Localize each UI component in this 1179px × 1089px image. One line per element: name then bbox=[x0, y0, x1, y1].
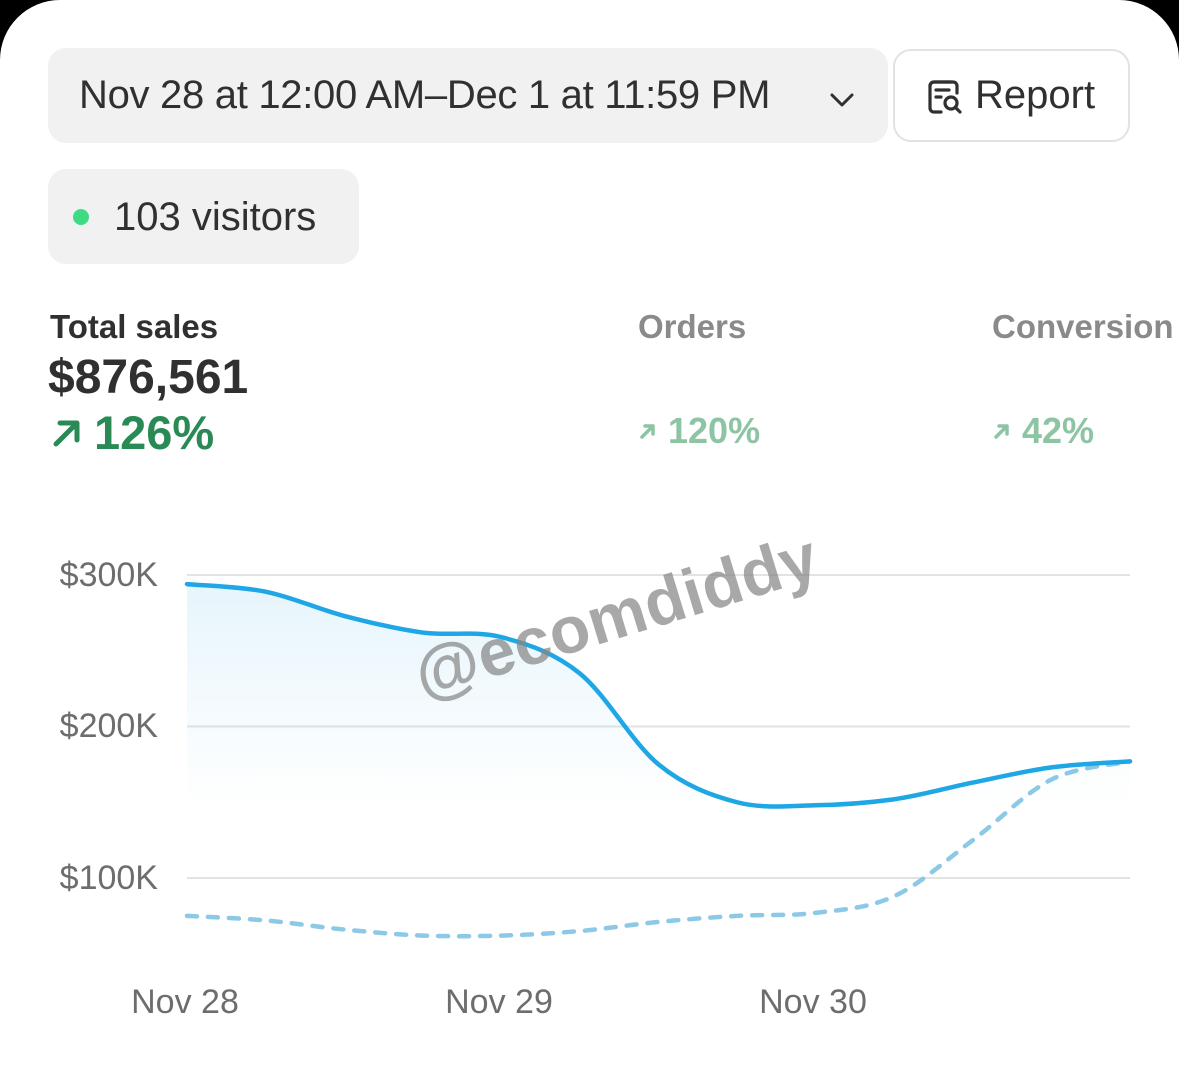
live-status-dot bbox=[73, 209, 89, 225]
trend-up-arrow-icon bbox=[640, 424, 655, 439]
y-tick-label: $200K bbox=[59, 707, 158, 745]
date-range-picker[interactable]: Nov 28 at 12:00 AM–Dec 1 at 11:59 PM bbox=[48, 48, 888, 143]
metric-change: 42% bbox=[992, 410, 1094, 452]
metric-label: Total sales bbox=[50, 308, 219, 345]
trend-up-arrow-icon bbox=[994, 424, 1009, 439]
report-search-icon bbox=[928, 80, 962, 114]
report-button[interactable]: Report bbox=[893, 49, 1130, 142]
visitors-count: 103 visitors bbox=[114, 195, 317, 239]
metric-label: Conversion bbox=[992, 308, 1174, 345]
x-tick-label: Nov 30 bbox=[759, 983, 867, 1021]
y-tick-label: $300K bbox=[59, 556, 158, 594]
metric-value: $876,561 bbox=[48, 351, 249, 404]
metric-change: 120% bbox=[638, 410, 760, 452]
series-line-previous-period[interactable] bbox=[184, 759, 1133, 939]
y-tick-label: $100K bbox=[59, 859, 158, 897]
metric-label: Orders bbox=[638, 308, 747, 345]
chevron-down-icon[interactable] bbox=[828, 86, 856, 114]
date-range-label: Nov 28 at 12:00 AM–Dec 1 at 11:59 PM bbox=[79, 73, 771, 117]
metric-change-value: 126% bbox=[94, 406, 215, 459]
series-area-current-period bbox=[187, 584, 1130, 807]
x-tick-label: Nov 29 bbox=[445, 983, 553, 1021]
metric-change-value: 42% bbox=[1022, 410, 1095, 451]
report-label: Report bbox=[975, 73, 1096, 117]
trend-up-arrow-icon bbox=[53, 420, 80, 446]
series-line-current-period[interactable] bbox=[184, 581, 1133, 809]
metric-change-value: 120% bbox=[668, 410, 761, 451]
x-tick-label: Nov 28 bbox=[131, 983, 239, 1021]
metric-change: 126% bbox=[50, 405, 214, 460]
visitors-badge[interactable]: 103 visitors bbox=[48, 169, 359, 264]
